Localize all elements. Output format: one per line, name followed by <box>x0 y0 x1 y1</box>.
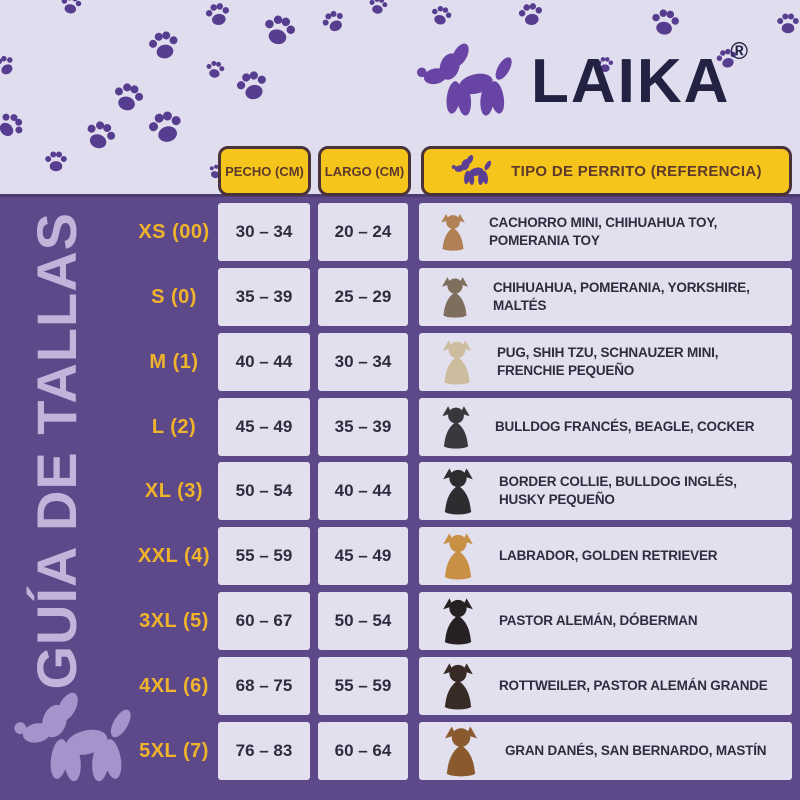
paw-print-icon <box>516 0 546 30</box>
breed-cell: ROTTWEILER, PASTOR ALEMÁN GRANDE <box>419 657 792 715</box>
table-row: XS (00) 30 – 34 20 – 24 CACHORRO MINI, C… <box>135 203 792 261</box>
table-row: S (0) 35 – 39 25 – 29 CHIHUAHUA, POMERAN… <box>135 268 792 326</box>
paw-print-icon <box>58 0 83 18</box>
size-label: L (2) <box>151 415 197 438</box>
table-row: M (1) 40 – 44 30 – 34 PUG, SHIH TZU, SCH… <box>135 333 792 391</box>
breed-list: CACHORRO MINI, CHIHUAHUA TOY, POMERANIA … <box>489 215 718 248</box>
dog-photo <box>433 403 479 451</box>
paw-print-icon <box>258 10 300 52</box>
balloon-dog-icon <box>12 688 142 792</box>
chest-range-cell: 45 – 49 <box>218 398 310 456</box>
breed-list: LABRADOR, GOLDEN RETRIEVER <box>499 548 718 564</box>
length-range-cell: 25 – 29 <box>318 268 408 326</box>
dog-photo <box>433 530 483 582</box>
length-range-cell: 50 – 54 <box>318 592 408 650</box>
size-label: 4XL (6) <box>139 674 209 697</box>
size-label: XL (3) <box>144 479 204 502</box>
size-label: 5XL (7) <box>139 739 209 762</box>
column-header-chest: PECHO (CM) <box>218 146 311 196</box>
size-label: XXL (4) <box>137 544 211 567</box>
paw-print-icon <box>108 78 147 117</box>
chest-range-cell: 30 – 34 <box>218 203 310 261</box>
chest-range-cell: 40 – 44 <box>218 333 310 391</box>
chest-range-cell: 55 – 59 <box>218 527 310 585</box>
breed-list: PASTOR ALEMÁN, DÓBERMAN <box>499 613 698 629</box>
dog-photo <box>433 273 477 321</box>
registered-trademark: ® <box>730 38 749 65</box>
chest-range-cell: 60 – 67 <box>218 592 310 650</box>
column-header-breed-label: TIPO DE PERRITO (REFERENCIA) <box>511 162 762 180</box>
breed-list: PUG, SHIH TZU, SCHNAUZER MINI, FRENCHIE … <box>497 345 719 378</box>
paw-print-icon <box>79 115 120 156</box>
column-header-length: LARGO (CM) <box>318 146 411 196</box>
balloon-dog-icon <box>451 154 495 188</box>
length-range-cell: 60 – 64 <box>318 722 408 780</box>
paw-print-icon <box>203 58 226 81</box>
breed-list: BULLDOG FRANCÉS, BEAGLE, COCKER <box>495 419 755 435</box>
chest-range-cell: 50 – 54 <box>218 462 310 520</box>
brand-name: LAIKA <box>531 47 731 116</box>
breed-list: BORDER COLLIE, BULLDOG INGLÉS, HUSKY PEQ… <box>499 474 737 507</box>
chest-range-cell: 68 – 75 <box>218 657 310 715</box>
table-row: 3XL (5) 60 – 67 50 – 54 PASTOR ALEMÁN, D… <box>135 592 792 650</box>
balloon-dog-icon <box>415 36 521 128</box>
length-range-cell: 55 – 59 <box>318 657 408 715</box>
length-range-cell: 30 – 34 <box>318 333 408 391</box>
paw-print-icon <box>428 3 455 30</box>
breed-list: GRAN DANÉS, SAN BERNARDO, MASTÍN <box>505 743 767 759</box>
table-row: XXL (4) 55 – 59 45 – 49 LABRADOR, GOLDEN… <box>135 527 792 585</box>
length-range-cell: 20 – 24 <box>318 203 408 261</box>
paw-print-icon <box>232 66 272 106</box>
breed-list: CHIHUAHUA, POMERANIA, YORKSHIRE, MALTÉS <box>493 280 750 313</box>
dog-photo <box>433 210 473 254</box>
paw-print-icon <box>776 12 800 36</box>
breed-cell: LABRADOR, GOLDEN RETRIEVER <box>419 527 792 585</box>
dog-photo <box>433 595 483 647</box>
breed-cell: GRAN DANÉS, SAN BERNARDO, MASTÍN <box>419 722 792 780</box>
length-range-cell: 40 – 44 <box>318 462 408 520</box>
dog-photo <box>433 724 489 778</box>
breed-cell: PUG, SHIH TZU, SCHNAUZER MINI, FRENCHIE … <box>419 333 792 391</box>
table-row: 4XL (6) 68 – 75 55 – 59 ROTTWEILER, PAST… <box>135 657 792 715</box>
dog-photo <box>433 465 483 517</box>
table-row: 5XL (7) 76 – 83 60 – 64 GRAN DANÉS, SAN … <box>135 722 792 780</box>
size-label: XS (00) <box>138 220 210 243</box>
chest-range-cell: 76 – 83 <box>218 722 310 780</box>
dog-photo <box>433 337 481 387</box>
breed-cell: BULLDOG FRANCÉS, BEAGLE, COCKER <box>419 398 792 456</box>
size-label: S (0) <box>151 285 197 308</box>
paw-print-icon <box>0 51 20 81</box>
page-title: GUÍA DE TALLAS <box>25 212 88 690</box>
column-header-breed: TIPO DE PERRITO (REFERENCIA) <box>421 146 792 196</box>
paw-print-icon <box>318 6 350 38</box>
dog-photo <box>433 660 483 712</box>
paw-print-icon <box>44 150 68 174</box>
breed-cell: PASTOR ALEMÁN, DÓBERMAN <box>419 592 792 650</box>
table-row: XL (3) 50 – 54 40 – 44 BORDER COLLIE, BU… <box>135 462 792 520</box>
breed-list: ROTTWEILER, PASTOR ALEMÁN GRANDE <box>499 678 768 694</box>
breed-cell: CHIHUAHUA, POMERANIA, YORKSHIRE, MALTÉS <box>419 268 792 326</box>
chest-range-cell: 35 – 39 <box>218 268 310 326</box>
paw-print-icon <box>203 0 233 30</box>
breed-cell: CACHORRO MINI, CHIHUAHUA TOY, POMERANIA … <box>419 203 792 261</box>
length-range-cell: 35 – 39 <box>318 398 408 456</box>
brand-logo: LAIKA ® <box>415 36 748 128</box>
paw-print-icon <box>144 106 188 150</box>
length-range-cell: 45 – 49 <box>318 527 408 585</box>
size-label: M (1) <box>149 350 199 373</box>
table-row: L (2) 45 – 49 35 – 39 BULLDOG FRANCÉS, B… <box>135 398 792 456</box>
paw-print-icon <box>0 106 30 146</box>
size-label: 3XL (5) <box>139 609 209 632</box>
paw-print-icon <box>366 0 389 18</box>
breed-cell: BORDER COLLIE, BULLDOG INGLÉS, HUSKY PEQ… <box>419 462 792 520</box>
paw-print-icon <box>145 27 182 64</box>
